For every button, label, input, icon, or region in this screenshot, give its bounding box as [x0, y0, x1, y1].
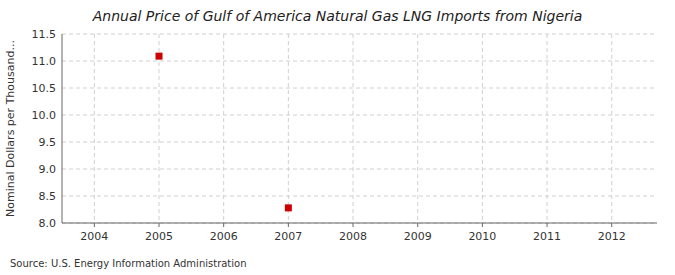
- y-tick-label: 9.5: [39, 136, 57, 149]
- data-point: [285, 204, 292, 211]
- x-tick: [223, 223, 224, 227]
- x-tick-label: 2009: [404, 230, 432, 243]
- y-tick-label: 8.5: [39, 190, 57, 203]
- y-tick-label: 11.0: [32, 55, 57, 68]
- background: [0, 0, 675, 275]
- y-grid-line: [62, 115, 657, 116]
- y-tick-label: 9.0: [39, 163, 57, 176]
- x-grid-line: [288, 34, 289, 223]
- x-axis-line: [62, 223, 657, 224]
- y-grid-line: [62, 88, 657, 89]
- x-grid-line: [417, 34, 418, 223]
- x-grid-line: [482, 34, 483, 223]
- x-tick-label: 2008: [339, 230, 367, 243]
- source-note: Source: U.S. Energy Information Administ…: [10, 258, 247, 269]
- x-tick: [417, 223, 418, 227]
- y-axis-label: Nominal Dollars per Thousand...: [4, 40, 17, 217]
- chart-svg: 2004200520062007200820092010201120128.08…: [0, 0, 675, 275]
- y-tick-label: 10.5: [32, 82, 57, 95]
- chart-title: Annual Price of Gulf of America Natural …: [92, 8, 583, 24]
- y-tick-label: 10.0: [32, 109, 57, 122]
- x-grid-line: [547, 34, 548, 223]
- y-tick-label: 11.5: [32, 28, 57, 41]
- grid: [62, 34, 657, 223]
- x-tick: [482, 223, 483, 227]
- chart-container: 2004200520062007200820092010201120128.08…: [0, 0, 675, 275]
- x-grid-line: [611, 34, 612, 223]
- x-tick: [159, 223, 160, 227]
- y-grid-line: [62, 34, 657, 35]
- x-tick-label: 2007: [274, 230, 302, 243]
- x-grid-line: [353, 34, 354, 223]
- y-grid-line: [62, 61, 657, 62]
- x-tick: [547, 223, 548, 227]
- y-grid-line: [62, 169, 657, 170]
- y-axis: 8.0 8.5 9.0 9.5 10.0 10.5 11.0 11.5: [32, 28, 57, 230]
- y-grid-line: [62, 142, 657, 143]
- x-tick-label: 2012: [598, 230, 626, 243]
- x-tick: [611, 223, 612, 227]
- x-grid-line: [94, 34, 95, 223]
- y-axis-line: [62, 34, 63, 223]
- y-tick-label: 8.0: [39, 217, 57, 230]
- x-tick-label: 2011: [533, 230, 561, 243]
- data-point: [156, 53, 163, 60]
- x-tick-label: 2005: [145, 230, 173, 243]
- x-tick: [288, 223, 289, 227]
- points: [156, 53, 292, 212]
- x-tick-label: 2004: [80, 230, 108, 243]
- x-grid-line: [223, 34, 224, 223]
- y-grid-line: [62, 196, 657, 197]
- x-tick: [94, 223, 95, 227]
- x-tick-label: 2010: [468, 230, 496, 243]
- x-grid-line: [159, 34, 160, 223]
- y-grid-line: [62, 223, 657, 224]
- x-tick: [353, 223, 354, 227]
- x-axis: 2004 2005 2006 2007 2008 2009 2010 2011 2012: [80, 223, 625, 243]
- x-tick-label: 2006: [210, 230, 238, 243]
